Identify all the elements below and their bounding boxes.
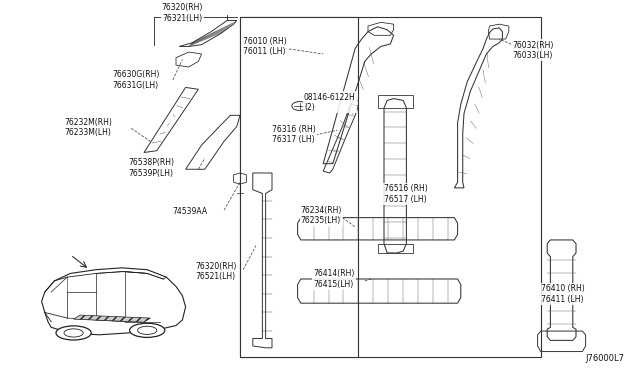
Text: 76316 (RH)
76317 (LH): 76316 (RH) 76317 (LH) [272, 125, 316, 144]
Text: 76320(RH)
76321(LH): 76320(RH) 76321(LH) [162, 3, 203, 23]
Ellipse shape [130, 323, 165, 337]
Text: 76320(RH)
76521(LH): 76320(RH) 76521(LH) [195, 262, 237, 281]
Text: 76010 (RH)
76011 (LH): 76010 (RH) 76011 (LH) [243, 37, 287, 56]
Text: 76032(RH)
76033(LH): 76032(RH) 76033(LH) [512, 41, 554, 60]
Polygon shape [74, 315, 150, 322]
Text: J76000L7: J76000L7 [585, 354, 624, 363]
Text: 76538P(RH)
76539P(LH): 76538P(RH) 76539P(LH) [128, 158, 174, 178]
Ellipse shape [138, 326, 157, 334]
Text: 76630G(RH)
76631G(LH): 76630G(RH) 76631G(LH) [112, 70, 159, 90]
Text: 76414(RH)
76415(LH): 76414(RH) 76415(LH) [314, 269, 355, 289]
Bar [240, 17, 541, 357]
Text: 76516 (RH)
76517 (LH): 76516 (RH) 76517 (LH) [384, 185, 428, 204]
Ellipse shape [56, 326, 91, 340]
Text: 08146-6122H
(2): 08146-6122H (2) [304, 93, 356, 112]
Text: 76234(RH)
76235(LH): 76234(RH) 76235(LH) [301, 206, 342, 225]
Text: 74539AA: 74539AA [173, 207, 208, 216]
Bar [240, 17, 358, 357]
Text: 76410 (RH)
76411 (LH): 76410 (RH) 76411 (LH) [541, 284, 584, 304]
Ellipse shape [64, 329, 83, 337]
Text: 76232M(RH)
76233M(LH): 76232M(RH) 76233M(LH) [64, 118, 112, 137]
